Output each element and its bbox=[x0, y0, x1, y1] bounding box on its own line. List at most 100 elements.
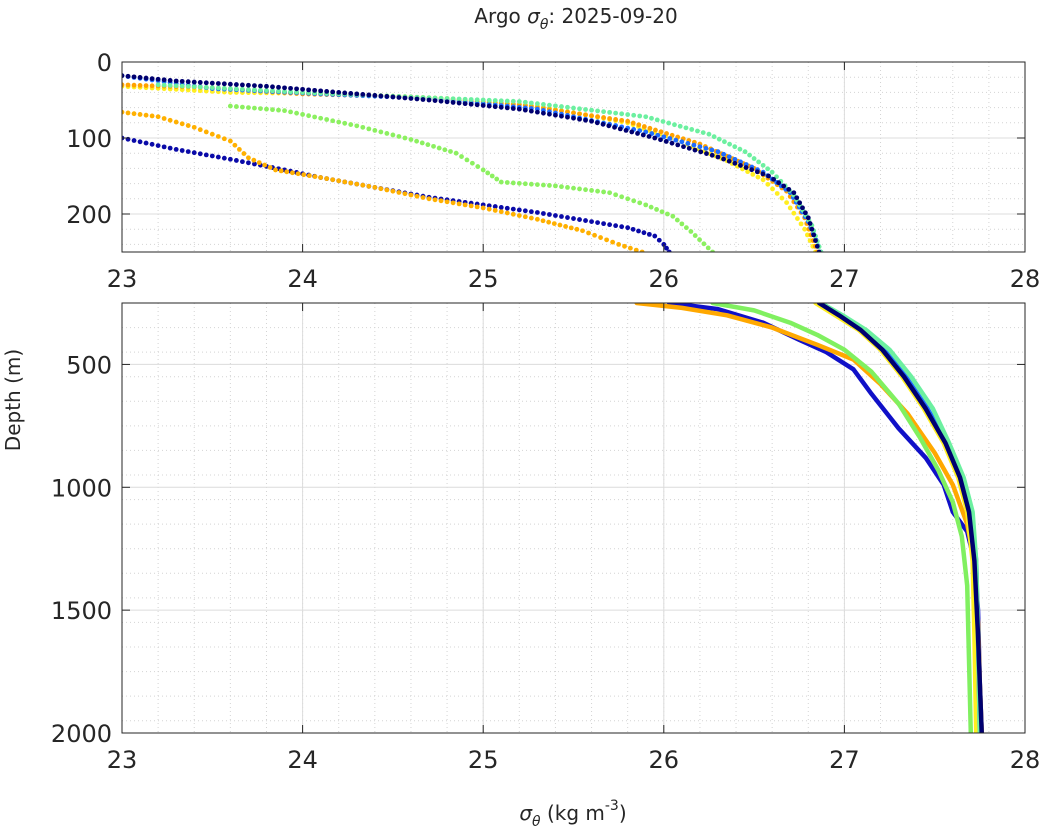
profile-point-2 bbox=[306, 113, 312, 119]
profile-point-7 bbox=[738, 163, 743, 168]
profile-point-4 bbox=[131, 82, 137, 88]
lower-panel: 23 24 25 26 27 28 500 1000 1500 2000 bbox=[51, 302, 1040, 774]
profile-point-1 bbox=[522, 214, 528, 220]
profile-point-7 bbox=[450, 100, 456, 105]
profile-point-6 bbox=[727, 141, 732, 147]
profile-point-7 bbox=[360, 92, 366, 97]
profile-point-2 bbox=[360, 124, 366, 130]
profile-point-1 bbox=[378, 186, 384, 192]
plot-area bbox=[122, 73, 824, 252]
x-axis-label: σθ (kg m-3) bbox=[519, 798, 626, 830]
profile-point-6 bbox=[444, 96, 450, 101]
profile-point-1 bbox=[639, 249, 645, 252]
profile-point-2 bbox=[648, 204, 654, 210]
profile-point-1 bbox=[295, 171, 301, 177]
y-tick-label: 1500 bbox=[51, 597, 112, 625]
profile-point-7 bbox=[209, 80, 215, 86]
profile-point-6 bbox=[577, 106, 582, 112]
profile-point-0 bbox=[492, 204, 498, 209]
profile-point-0 bbox=[534, 210, 540, 215]
profile-point-6 bbox=[672, 122, 677, 128]
profile-point-6 bbox=[221, 85, 227, 91]
profile-point-7 bbox=[227, 81, 233, 87]
profile-point-0 bbox=[607, 222, 613, 228]
profile-point-6 bbox=[765, 166, 771, 172]
profile-point-7 bbox=[468, 101, 474, 107]
profile-point-2 bbox=[270, 107, 275, 113]
profile-point-7 bbox=[669, 140, 675, 146]
profile-point-7 bbox=[354, 91, 360, 97]
profile-point-6 bbox=[282, 89, 287, 94]
profile-point-2 bbox=[670, 213, 676, 219]
profile-point-1 bbox=[122, 109, 125, 115]
profile-point-6 bbox=[541, 102, 546, 107]
profile-point-1 bbox=[284, 169, 290, 175]
profile-point-1 bbox=[492, 208, 498, 213]
profile-point-2 bbox=[336, 119, 342, 125]
profile-point-2 bbox=[324, 117, 330, 122]
profile-point-4 bbox=[565, 109, 570, 115]
profile-point-4 bbox=[653, 127, 658, 133]
profile-point-7 bbox=[384, 94, 390, 99]
profile-point-7 bbox=[197, 80, 203, 85]
x-tick-label: 25 bbox=[468, 746, 499, 774]
profile-point-1 bbox=[563, 224, 568, 229]
profile-point-7 bbox=[252, 83, 257, 89]
profile-point-7 bbox=[336, 90, 342, 95]
profile-point-0 bbox=[227, 156, 233, 162]
profile-point-7 bbox=[372, 93, 378, 98]
profile-point-7 bbox=[414, 96, 420, 102]
profile-point-7 bbox=[233, 82, 239, 87]
profile-point-6 bbox=[167, 83, 173, 88]
profile-point-2 bbox=[464, 157, 470, 163]
profile-point-4 bbox=[658, 129, 664, 135]
profile-point-1 bbox=[149, 113, 155, 119]
profile-point-2 bbox=[312, 114, 318, 120]
profile-point-6 bbox=[583, 107, 588, 112]
profile-point-6 bbox=[468, 97, 474, 102]
profile-point-6 bbox=[547, 102, 552, 108]
profile-point-2 bbox=[469, 160, 475, 166]
profile-point-0 bbox=[203, 152, 209, 158]
profile-point-1 bbox=[185, 123, 191, 128]
profile-point-2 bbox=[674, 217, 680, 223]
profile-point-6 bbox=[695, 128, 700, 134]
profile-point-7 bbox=[426, 97, 432, 103]
profile-point-7 bbox=[276, 84, 281, 90]
profile-point-4 bbox=[149, 83, 155, 89]
profile-point-6 bbox=[613, 110, 619, 116]
upper-panel: 23 24 25 26 27 28 0 100 200 bbox=[66, 49, 1040, 293]
profile-point-2 bbox=[453, 150, 459, 156]
profile-point-0 bbox=[197, 151, 203, 157]
profile-point-0 bbox=[528, 209, 534, 215]
profile-point-7 bbox=[318, 88, 324, 94]
profile-point-7 bbox=[438, 98, 444, 104]
profile-point-2 bbox=[665, 211, 670, 217]
profile-point-0 bbox=[565, 215, 570, 220]
profile-point-0 bbox=[161, 144, 167, 150]
profile-point-6 bbox=[462, 96, 468, 102]
profile-point-7 bbox=[617, 126, 623, 132]
profile-point-2 bbox=[710, 249, 715, 252]
profile-point-7 bbox=[565, 114, 570, 120]
x-tick-label: 23 bbox=[107, 746, 138, 774]
profile-point-6 bbox=[742, 149, 748, 155]
profile-point-4 bbox=[589, 113, 594, 119]
profile-point-1 bbox=[633, 247, 639, 252]
profile-point-7 bbox=[203, 80, 209, 86]
profile-point-7 bbox=[749, 167, 755, 173]
profile-point-2 bbox=[589, 188, 594, 193]
y-tick-label: 2000 bbox=[51, 720, 112, 748]
profile-point-7 bbox=[366, 92, 372, 98]
profile-point-2 bbox=[697, 237, 702, 243]
profile-point-1 bbox=[510, 211, 516, 217]
profile-point-1 bbox=[534, 216, 540, 222]
profile-point-0 bbox=[559, 214, 564, 219]
profile-point-7 bbox=[462, 101, 468, 107]
profile-point-0 bbox=[589, 219, 594, 225]
profile-point-2 bbox=[547, 183, 552, 188]
profile-point-7 bbox=[675, 142, 681, 148]
profile-point-4 bbox=[583, 112, 588, 118]
profile-point-6 bbox=[631, 112, 637, 118]
